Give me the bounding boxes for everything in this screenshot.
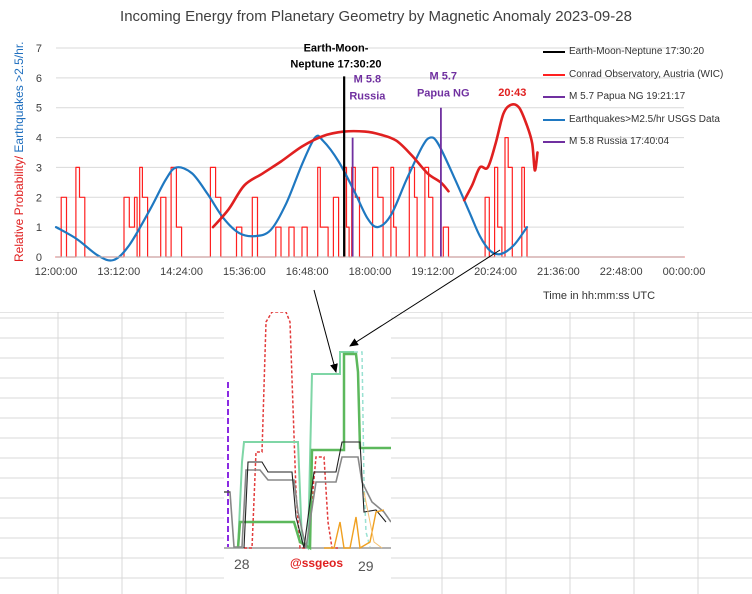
y-tick-label: 3 [36,162,42,174]
legend-swatch [543,141,565,143]
inset-magnetometer-traces [224,312,391,594]
legend-label: Conrad Observatory, Austria (WIC) [569,68,724,80]
x-tick-label: 16:48:00 [286,266,329,278]
x-tick-label: 21:36:00 [537,266,580,278]
x-tick-label: 15:36:00 [223,266,266,278]
annotation-label: M 5.7 [430,70,458,82]
annotation-label: Earth-Moon- [304,43,369,55]
chart-container: Incoming Energy from Planetary Geometry … [12,8,748,302]
inset-day-label-28: 28 [234,556,250,572]
legend-swatch [543,73,565,76]
y-tick-label: 7 [36,43,42,55]
x-tick-label: 22:48:00 [600,266,643,278]
hand-drawn-trend [211,129,450,229]
x-tick-label: 13:12:00 [97,266,140,278]
x-tick-label: 18:00:00 [349,266,392,278]
legend-label: Earthquakes>M2.5/hr USGS Data [569,113,720,125]
chart-title: Incoming Energy from Planetary Geometry … [120,8,632,25]
x-tick-label: 00:00:00 [663,266,706,278]
annotation-label: 20:43 [498,87,526,99]
legend-item: Earthquakes>M2.5/hr USGS Data [543,114,748,128]
y-tick-label: 2 [36,192,42,204]
inset-green-trace [236,352,391,551]
legend-swatch [543,96,565,98]
inset-faint-trace [363,491,383,549]
hand-drawn-trend-peak [462,102,539,202]
x-axis-label: Time in hh:mm:ss UTC [543,290,656,302]
x-tick-label: 12:00:00 [35,266,78,278]
inset-black-trace [243,441,387,549]
legend-label: Earth-Moon-Neptune 17:30:20 [569,46,705,57]
watermark: @ssgeos [290,556,344,570]
legend-swatch [543,118,565,121]
legend-label: M 5.7 Papua NG 19:21:17 [569,91,686,102]
y-tick-label: 4 [36,133,42,145]
legend-swatch [543,51,565,53]
inset-photo: 28 29 [224,312,391,594]
annotation-label: Russia [349,90,386,102]
legend-item: Earth-Moon-Neptune 17:30:20 [543,46,748,60]
y-tick-label: 1 [36,222,42,234]
y-tick-label: 0 [36,252,42,264]
annotation-label: M 5.8 [354,73,382,85]
x-tick-label: 19:12:00 [411,266,454,278]
legend-item: M 5.7 Papua NG 19:21:17 [543,91,748,105]
inset-orange-trace [324,509,385,550]
legend-item: M 5.8 Russia 17:40:04 [543,136,748,150]
legend-item: Conrad Observatory, Austria (WIC) [543,69,748,83]
y-tick-label: 6 [36,73,42,85]
series-usgs-earthquakes [54,134,529,262]
x-tick-label: 14:24:00 [160,266,203,278]
legend: Earth-Moon-Neptune 17:30:20 Conrad Observ… [543,46,748,159]
inset-gray-trace [224,456,391,549]
x-tick-label: 20:24:00 [474,266,517,278]
annotation-label: Neptune 17:30:20 [290,58,381,70]
legend-label: M 5.8 Russia 17:40:04 [569,136,670,147]
annotation-label: Papua NG [417,87,470,99]
inset-day-label-29: 29 [358,558,374,574]
y-tick-label: 5 [36,103,42,115]
